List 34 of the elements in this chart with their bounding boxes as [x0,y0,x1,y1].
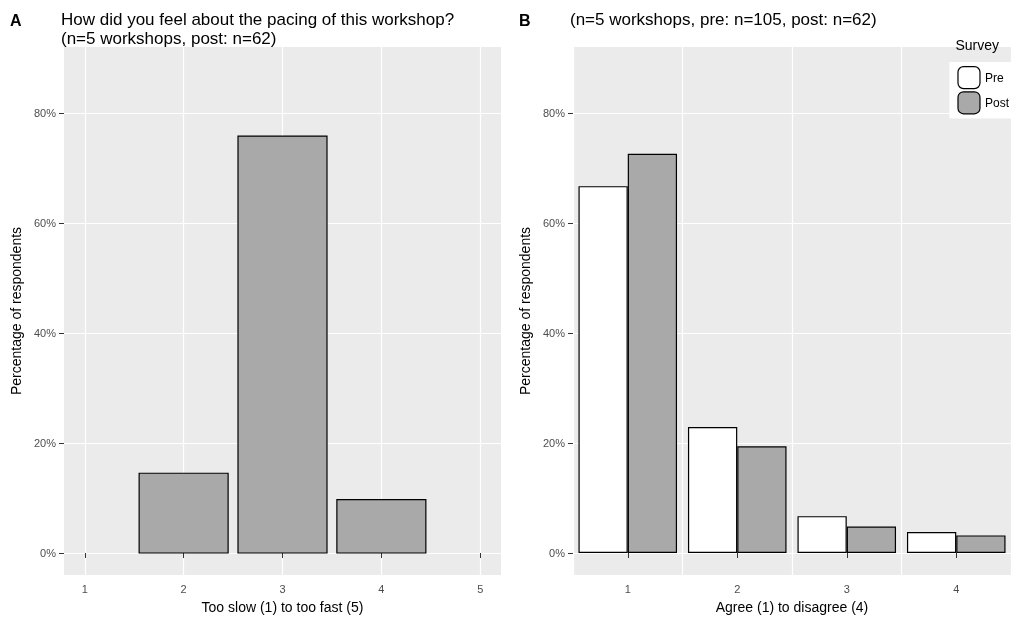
x-tick-label: 2 [734,582,741,595]
y-tick-label: 20% [33,437,57,449]
x-axis-title: Too slow (1) to too fast (5) [201,599,364,615]
y-tick-label: 60% [542,217,566,229]
y-tick-label: 80% [33,107,57,119]
y-tick-label: 0% [549,547,566,559]
legend-label: Pre [984,70,1004,85]
legend-label: Post [984,95,1010,110]
chart-title: (n=5 workshops, pre: n=105, post: n=62) [570,10,877,29]
x-axis-title: Agree (1) to disagree (4) [715,599,869,615]
x-tick-label: 1 [81,582,88,595]
text: B [519,11,531,29]
bar [336,499,427,554]
y-tick-label: 40% [33,327,57,339]
chart-title: How did you feel about the pacing of this workshop? [61,10,455,29]
x-tick-label: 4 [378,582,385,595]
y-tick-label: 20% [542,437,566,449]
y-axis-title: Percentage of respondents [517,226,534,396]
x-tick-label: 5 [477,582,484,595]
y-axis-title: Percentage of respondents [8,226,25,396]
x-tick-label: 3 [843,582,850,595]
y-tick-label: 0% [40,547,57,559]
legend-title: Survey [955,37,1000,53]
x-tick-label: 2 [180,582,187,595]
chart-subtitle: (n=5 workshops, post: n=62) [61,29,277,48]
bar [138,472,229,554]
bar [237,135,328,554]
y-tick-label: 60% [33,217,57,229]
x-tick-label: 1 [624,582,631,595]
y-tick-label: 80% [542,107,566,119]
x-tick-label: 3 [279,582,286,595]
y-tick-label: 40% [542,327,566,339]
x-tick-label: 4 [953,582,960,595]
text: A [10,11,22,29]
